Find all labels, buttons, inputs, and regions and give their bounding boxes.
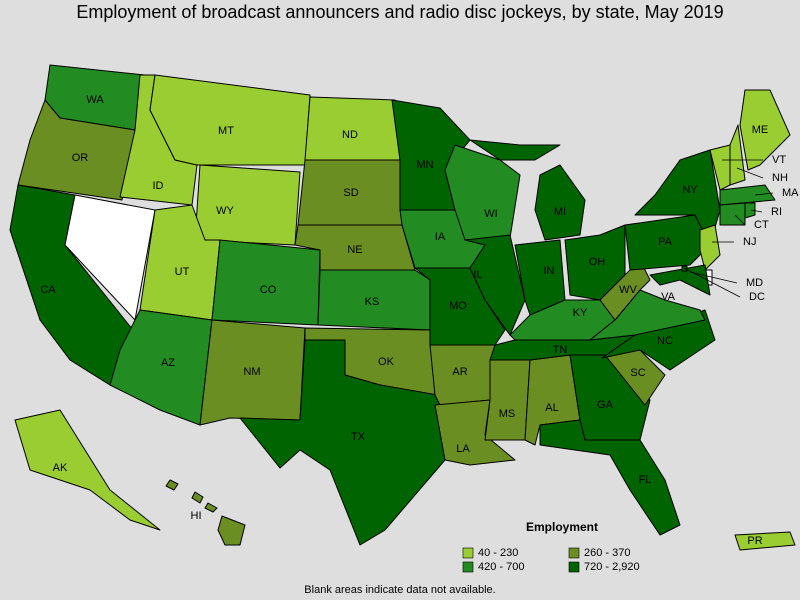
- state: [624, 214, 711, 271]
- state-label: AK: [53, 462, 68, 474]
- state-label: MA: [782, 187, 799, 199]
- state: [464, 234, 526, 336]
- state-label: LA: [456, 443, 470, 455]
- legend-swatch: [462, 561, 474, 573]
- state-label: DC: [749, 291, 765, 303]
- state: [469, 139, 561, 161]
- leader-line: [683, 267, 741, 298]
- state-label: MI: [554, 206, 566, 218]
- state-label: MT: [218, 125, 234, 137]
- legend-label: 40 - 230: [478, 547, 518, 559]
- state-label: ID: [153, 180, 164, 192]
- state-label: OH: [589, 256, 606, 268]
- legend-title: Employment: [526, 520, 598, 534]
- state-label: CO: [260, 284, 277, 296]
- state-label: WY: [216, 205, 234, 217]
- leader-line: [689, 271, 738, 284]
- state-label: OR: [72, 152, 89, 164]
- leader-line: [734, 214, 746, 226]
- state-label: VT: [772, 154, 786, 166]
- map-title: Employment of broadcast announcers and r…: [76, 2, 723, 22]
- state-label: IN: [544, 265, 555, 277]
- state-label: RI: [771, 206, 782, 218]
- state: [539, 419, 681, 536]
- state: [734, 531, 796, 551]
- state-label: AR: [452, 366, 467, 378]
- state-label: WI: [484, 208, 497, 220]
- state-label: VA: [661, 291, 676, 303]
- state-label: PR: [747, 535, 762, 547]
- states: [9, 64, 796, 551]
- state-label: MD: [746, 277, 763, 289]
- note: Blank areas indicate data not available.: [304, 584, 495, 596]
- state-label: AL: [545, 402, 558, 414]
- state-label: NY: [682, 184, 698, 196]
- state-label: UT: [175, 266, 190, 278]
- leader-line: [736, 167, 764, 179]
- state-label: ND: [342, 129, 358, 141]
- state: [204, 502, 218, 513]
- state: [699, 224, 721, 271]
- state-label: NE: [347, 244, 362, 256]
- leader-line: [750, 209, 763, 213]
- state-label: NH: [772, 172, 788, 184]
- state-label: TX: [351, 431, 366, 443]
- state-label: AZ: [161, 357, 175, 369]
- state: [211, 239, 321, 326]
- state: [601, 309, 716, 371]
- state-label: KS: [365, 296, 380, 308]
- state: [744, 202, 756, 219]
- state: [17, 99, 136, 201]
- state: [649, 264, 711, 296]
- state-label: NJ: [743, 236, 756, 248]
- state-label: ME: [752, 124, 769, 136]
- state: [149, 74, 311, 166]
- state-label: WV: [619, 284, 637, 296]
- state-label: IA: [435, 231, 446, 243]
- state-label: HI: [191, 510, 202, 522]
- state-label: NM: [243, 366, 260, 378]
- state-label: FL: [639, 474, 652, 486]
- state: [14, 409, 161, 531]
- state: [719, 184, 776, 206]
- state-label: MN: [416, 159, 433, 171]
- state-label: CA: [40, 284, 56, 296]
- state: [634, 149, 721, 246]
- state-label: WA: [86, 94, 104, 106]
- state: [599, 259, 651, 321]
- state-label: OK: [378, 356, 395, 368]
- state: [739, 89, 791, 171]
- state-label: KY: [573, 307, 588, 319]
- state: [484, 359, 531, 441]
- state-label: GA: [597, 399, 614, 411]
- state-label: NC: [657, 335, 673, 347]
- state-label: SC: [630, 367, 645, 379]
- state-label: CT: [754, 219, 769, 231]
- legend-label: 420 - 700: [478, 561, 524, 573]
- state-label: SD: [343, 187, 358, 199]
- state: [165, 479, 179, 491]
- state-label: MO: [449, 300, 467, 312]
- state-label: IL: [473, 269, 482, 281]
- labels: WA OR CA ID MT WY UT AZ CO NM ND SD NE KS OK TX MN IA MO AR…: [40, 94, 799, 547]
- state-label: TN: [553, 344, 568, 356]
- state: [191, 491, 204, 504]
- legend-swatch: [568, 561, 580, 573]
- legend-swatch: [462, 547, 474, 559]
- state: [217, 515, 246, 546]
- state: [194, 164, 301, 246]
- state: [239, 339, 446, 546]
- state-label: PA: [658, 236, 673, 248]
- legend-label: 720 - 2,920: [584, 561, 640, 573]
- legend: 40 - 230 260 - 370 420 - 700 720 - 2,920: [462, 547, 640, 573]
- legend-label: 260 - 370: [584, 547, 630, 559]
- leader-line: [754, 192, 774, 196]
- state: [534, 164, 586, 241]
- state-label: MS: [499, 408, 516, 420]
- legend-swatch: [568, 547, 580, 559]
